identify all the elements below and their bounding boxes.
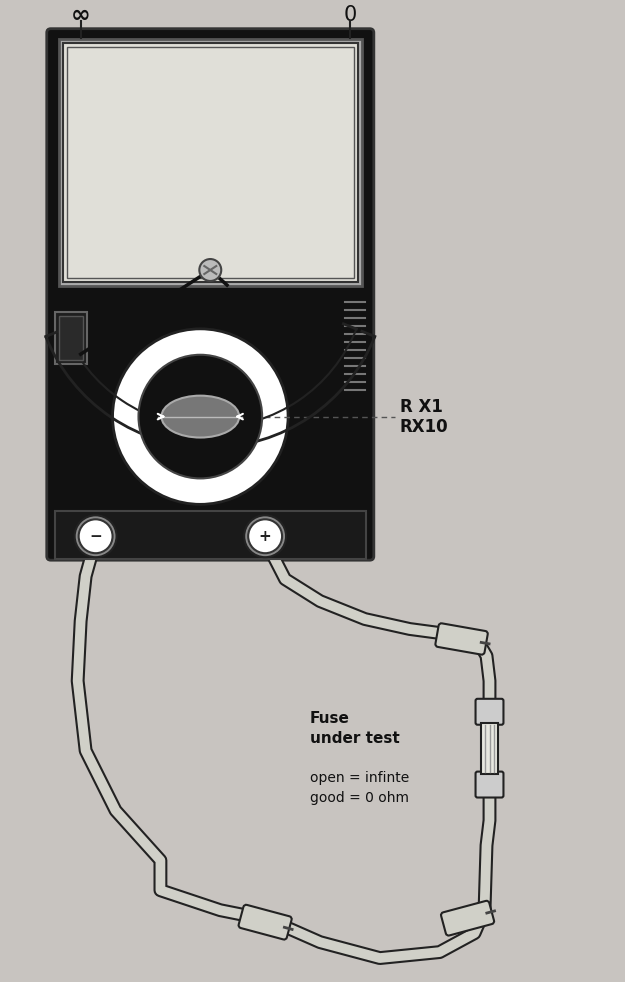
Text: ∞: ∞ — [71, 3, 91, 27]
FancyBboxPatch shape — [476, 699, 504, 725]
Bar — [59, 316, 82, 359]
Circle shape — [74, 516, 116, 557]
FancyBboxPatch shape — [239, 904, 292, 940]
FancyBboxPatch shape — [47, 28, 374, 560]
Bar — [481, 723, 499, 774]
Bar — [67, 46, 354, 278]
Text: RX10: RX10 — [400, 417, 448, 436]
Text: good = 0 ohm: good = 0 ohm — [310, 791, 409, 804]
FancyBboxPatch shape — [476, 772, 504, 797]
Bar — [62, 42, 358, 282]
Circle shape — [112, 329, 288, 505]
Text: under test: under test — [310, 731, 400, 745]
Text: 0: 0 — [343, 5, 356, 25]
FancyBboxPatch shape — [441, 900, 494, 936]
Circle shape — [139, 355, 262, 478]
Circle shape — [248, 519, 282, 553]
Circle shape — [244, 516, 286, 557]
Text: open = infinte: open = infinte — [310, 771, 409, 785]
Bar — [59, 38, 362, 286]
Bar — [55, 312, 87, 363]
Text: Fuse: Fuse — [310, 711, 350, 726]
Circle shape — [199, 259, 221, 281]
Circle shape — [79, 519, 112, 553]
Text: −: − — [89, 528, 102, 544]
Text: R X1: R X1 — [400, 398, 442, 415]
FancyBboxPatch shape — [436, 624, 488, 655]
Text: +: + — [259, 528, 271, 544]
Ellipse shape — [161, 396, 239, 438]
Bar — [55, 512, 366, 559]
